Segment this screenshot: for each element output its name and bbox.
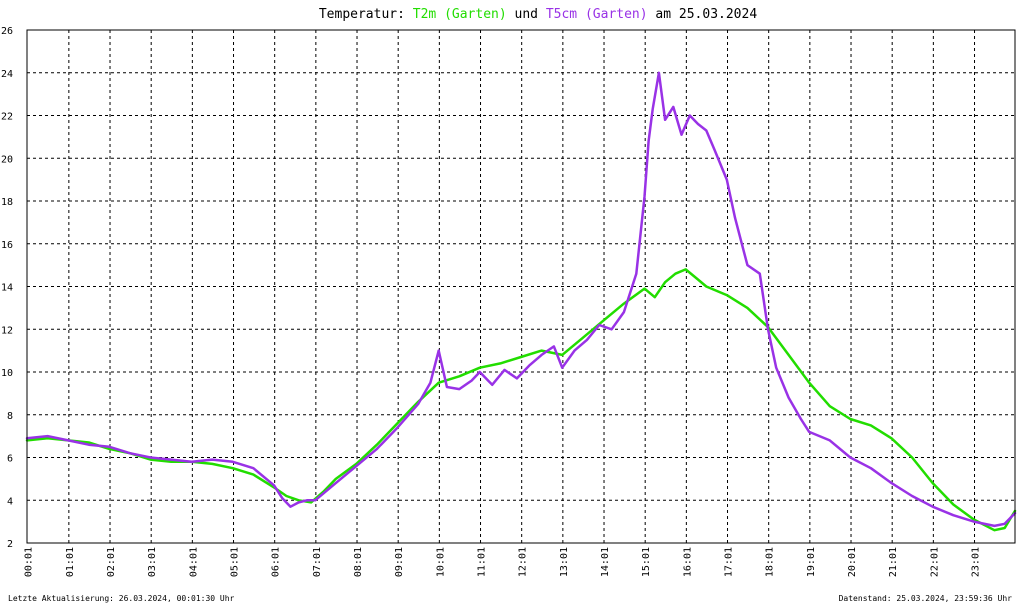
- x-tick-label: 22:01: [929, 547, 940, 577]
- x-tick-label: 10:01: [435, 547, 446, 577]
- y-tick-label: 6: [7, 454, 13, 465]
- last-update-text: Letzte Aktualisierung: 26.03.2024, 00:01…: [8, 594, 235, 603]
- x-tick-label: 07:01: [312, 547, 323, 577]
- x-tick-label: 09:01: [394, 547, 405, 577]
- title-prefix: Temperatur:: [319, 7, 413, 22]
- y-tick-label: 22: [1, 112, 13, 123]
- x-tick-label: 01:01: [65, 547, 76, 577]
- y-tick-label: 20: [1, 154, 13, 165]
- series-line-t5cm: [25, 71, 1017, 528]
- x-tick-label: 17:01: [724, 547, 735, 577]
- x-tick-label: 06:01: [271, 547, 282, 577]
- y-tick-label: 10: [1, 368, 13, 379]
- y-tick-label: 8: [7, 411, 13, 422]
- title-series2: T5cm (Garten): [546, 7, 648, 22]
- x-tick-label: 11:01: [477, 547, 488, 577]
- x-tick-label: 00:01: [24, 547, 35, 577]
- x-tick-label: 14:01: [600, 547, 611, 577]
- x-tick-label: 19:01: [806, 547, 817, 577]
- grid-lines: [27, 30, 1015, 543]
- y-tick-label: 12: [1, 325, 13, 336]
- series-layer: [25, 71, 1017, 532]
- x-tick-label: 03:01: [147, 547, 158, 577]
- y-tick-label: 24: [1, 69, 13, 80]
- x-tick-label: 05:01: [230, 547, 241, 577]
- x-tick-label: 23:01: [971, 547, 982, 577]
- y-tick-label: 26: [1, 26, 13, 37]
- x-tick-label: 18:01: [765, 547, 776, 577]
- y-tick-label: 18: [1, 197, 13, 208]
- chart-title: Temperatur: T2m (Garten) und T5cm (Garte…: [319, 7, 757, 22]
- x-axis-ticks: 00:01 01:01 02:01 03:01 04:01 05:01 06:01 07:01…: [24, 547, 982, 577]
- x-tick-label: 21:01: [888, 547, 899, 577]
- y-tick-label: 16: [1, 240, 13, 251]
- title-series1: T2m (Garten): [413, 7, 507, 22]
- title-suffix: am 25.03.2024: [648, 7, 758, 22]
- title-join: und: [507, 7, 546, 22]
- y-tick-label: 4: [7, 496, 13, 507]
- y-tick-label: 14: [1, 283, 13, 294]
- y-tick-label: 2: [7, 539, 13, 550]
- plot-frame: [26, 29, 1016, 544]
- x-tick-label: 20:01: [847, 547, 858, 577]
- x-tick-label: 12:01: [518, 547, 529, 577]
- x-tick-label: 04:01: [188, 547, 199, 577]
- x-tick-label: 13:01: [559, 547, 570, 577]
- x-tick-label: 02:01: [106, 547, 117, 577]
- x-tick-label: 16:01: [682, 547, 693, 577]
- data-state-text: Datenstand: 25.03.2024, 23:59:36 Uhr: [839, 594, 1013, 603]
- x-tick-label: 08:01: [353, 547, 364, 577]
- series-line-t2m: [25, 268, 1017, 532]
- x-tick-label: 15:01: [641, 547, 652, 577]
